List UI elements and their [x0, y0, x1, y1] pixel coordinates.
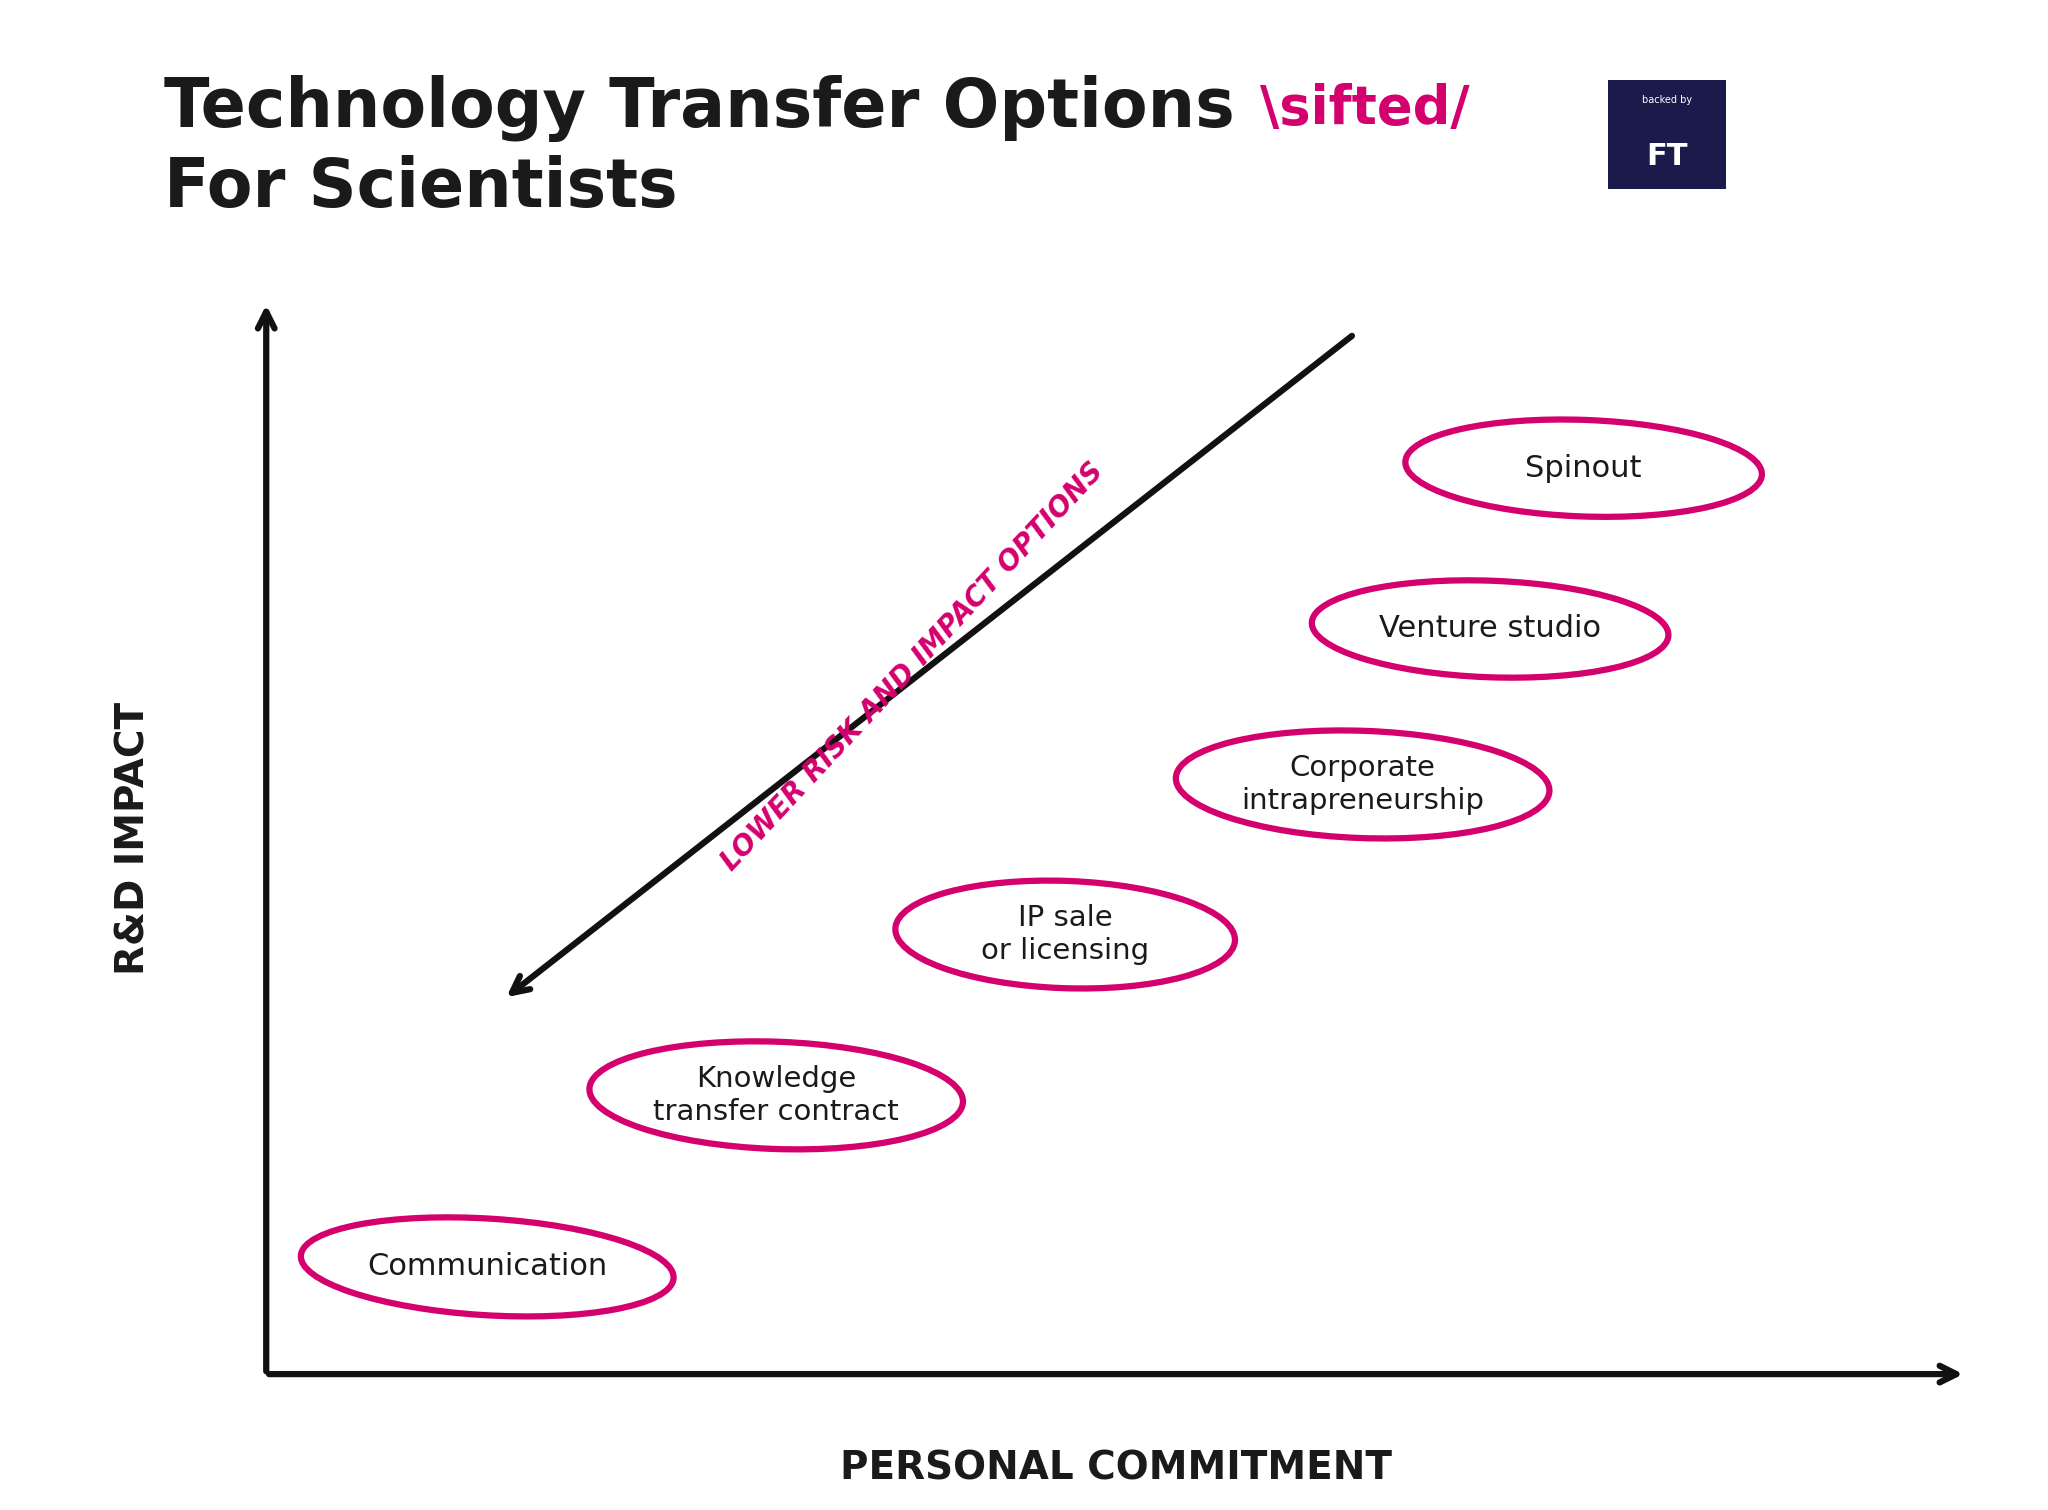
Text: Technology Transfer Options
For Scientists: Technology Transfer Options For Scientis…	[164, 76, 1235, 222]
Text: R&D IMPACT: R&D IMPACT	[115, 702, 152, 974]
Text: PERSONAL COMMITMENT: PERSONAL COMMITMENT	[840, 1450, 1393, 1487]
Text: Communication: Communication	[367, 1252, 608, 1282]
Text: IP sale
or licensing: IP sale or licensing	[981, 904, 1149, 965]
Text: Corporate
intrapreneurship: Corporate intrapreneurship	[1241, 753, 1485, 815]
Text: FT: FT	[1647, 142, 1688, 171]
Text: \sifted/: \sifted/	[1260, 83, 1468, 134]
Text: Venture studio: Venture studio	[1378, 615, 1602, 643]
Text: backed by: backed by	[1642, 95, 1692, 104]
FancyBboxPatch shape	[1608, 80, 1726, 189]
Text: Spinout: Spinout	[1526, 453, 1642, 483]
Text: LOWER RISK AND IMPACT OPTIONS: LOWER RISK AND IMPACT OPTIONS	[715, 458, 1108, 876]
Text: Knowledge
transfer contract: Knowledge transfer contract	[653, 1065, 899, 1126]
